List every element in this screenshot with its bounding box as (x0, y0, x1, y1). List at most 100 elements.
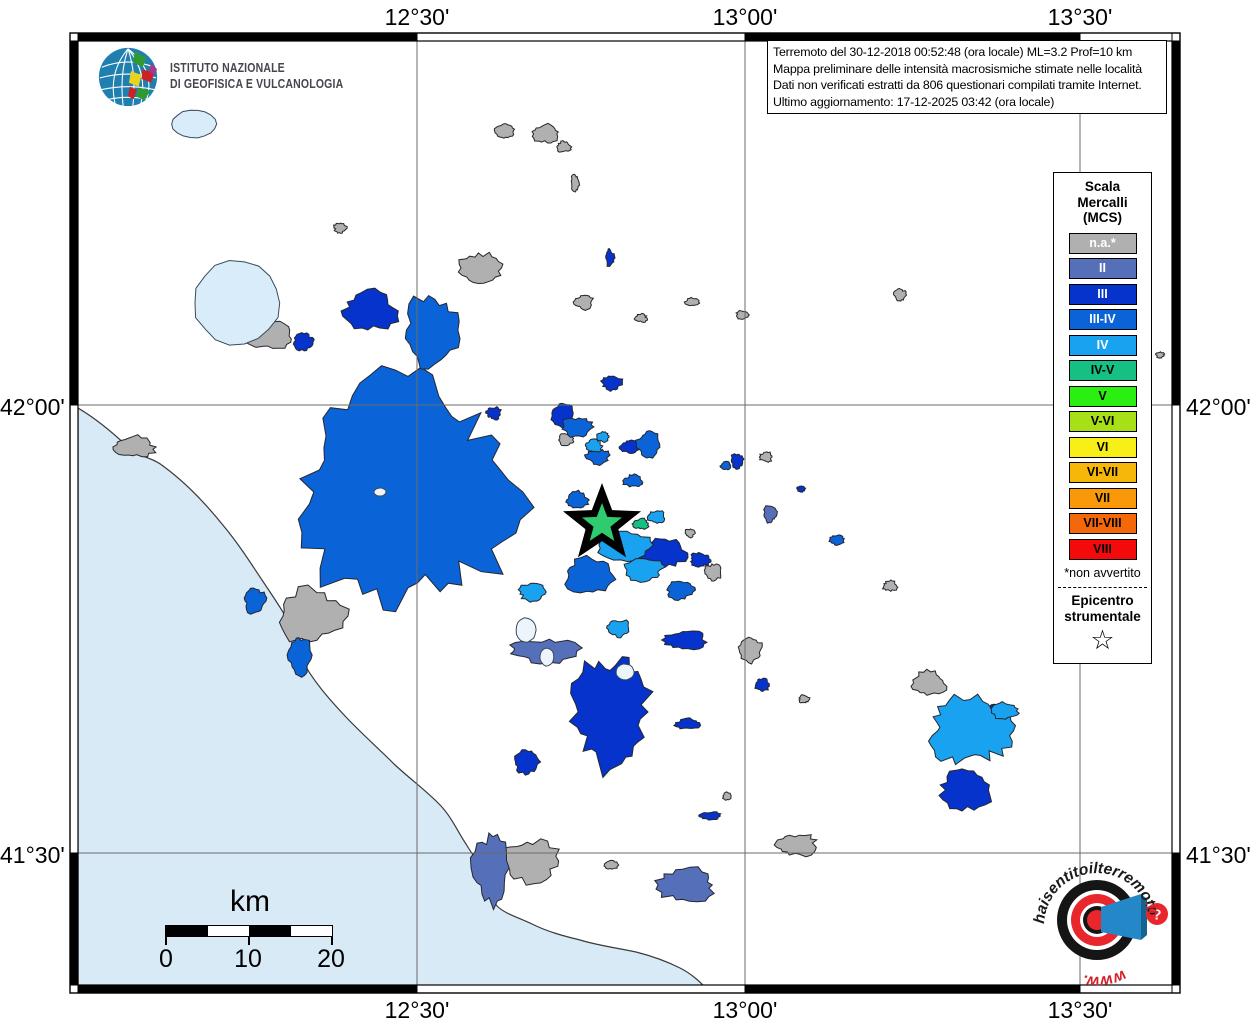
municipality-intensity-polygon (340, 287, 400, 331)
ingv-name-line2: DI GEOFISICA E VULCANOLOGIA (170, 77, 344, 91)
municipality-intensity-polygon (683, 296, 701, 307)
municipality-intensity-polygon (568, 656, 654, 779)
event-info-box: Terremoto del 30-12-2018 00:52:48 (ora l… (767, 40, 1167, 115)
municipality-intensity-polygon (404, 294, 461, 370)
axis-label-top-1330: 13°30' (1047, 4, 1113, 30)
legend-epicenter-line2: strumentale (1064, 608, 1141, 624)
scale-bar-unit: km (230, 885, 270, 918)
legend-divider (1058, 586, 1147, 588)
legend-title-line3: (MCS) (1083, 210, 1122, 225)
scale-bar-tick (165, 937, 167, 945)
municipality-intensity-polygon (457, 251, 504, 285)
legend-item-label: VI-VII (1086, 465, 1119, 480)
municipality-intensity-polygon (990, 701, 1020, 720)
axis-label-top-1300: 13°00' (712, 4, 778, 30)
legend-item: II (1068, 258, 1137, 279)
lake-polygon (373, 487, 387, 497)
scale-bar-segment (166, 926, 208, 936)
event-title: Terremoto del 30-12-2018 00:52:48 (ora l… (773, 45, 1133, 59)
legend-item: V-VI (1068, 411, 1137, 432)
municipality-intensity-polygon (622, 473, 644, 488)
municipality-intensity-polygon (773, 834, 819, 858)
municipality-intensity-polygon (828, 534, 846, 547)
scale-bar-tick-label: 0 (159, 945, 173, 973)
municipality-intensity-polygon (292, 332, 315, 352)
legend-item-label: V (1098, 388, 1107, 403)
axis-label-bottom-1300: 13°00' (712, 997, 778, 1023)
legend-item: VI-VII (1068, 462, 1137, 483)
municipality-intensity-polygon (570, 173, 581, 193)
legend-title-line2: Mercalli (1077, 194, 1128, 210)
legend-item: IV (1068, 334, 1137, 356)
axis-label-bottom-1230: 12°30' (384, 997, 450, 1023)
scale-bar-segment (207, 926, 249, 936)
legend-title-line1: Scala (1084, 179, 1121, 194)
svg-text:?: ? (1152, 907, 1161, 924)
municipality-intensity-polygon (1154, 351, 1166, 359)
svg-text:www.: www. (1081, 966, 1129, 990)
lake-polygon (539, 647, 555, 667)
axis-label-top-1230: 12°30' (384, 4, 450, 30)
municipality-intensity-polygon (469, 832, 510, 911)
axis-label-left-4130: 41°30' (0, 842, 65, 868)
lake-polygon (615, 663, 635, 681)
legend-item: VIII (1068, 538, 1137, 560)
municipality-intensity-polygon (763, 505, 778, 524)
legend-item: VII-VIII (1068, 513, 1137, 534)
legend-item-label: IV-V (1090, 363, 1115, 378)
legend-item-label: n.a.* (1089, 235, 1116, 250)
municipality-intensity-polygon (633, 312, 649, 324)
scale-bar-tick-label: 20 (317, 945, 345, 973)
haisentitoilterremoto-logo: ? haisentitoilterremoto .it www. (1022, 848, 1172, 990)
municipality-intensity-polygon (881, 579, 899, 592)
municipality-intensity-polygon (561, 417, 595, 438)
municipality-intensity-polygon (653, 866, 716, 903)
legend-item: III-IV (1068, 309, 1137, 330)
municipality-intensity-polygon (892, 287, 908, 302)
event-last-update: Ultimo aggiornamento: 17-12-2025 03:42 (… (773, 94, 1055, 109)
epicenter-star-icon (562, 483, 642, 558)
municipality-intensity-polygon (584, 438, 604, 453)
municipality-intensity-polygon (689, 551, 712, 568)
intensity-legend: Scala Mercalli (MCS) n.a.* II III III-IV… (1053, 172, 1152, 664)
axis-label-bottom-1330: 13°30' (1047, 997, 1113, 1023)
municipality-intensity-polygon (703, 563, 722, 582)
scale-bar-segments (165, 925, 333, 937)
municipality-intensity-polygon (796, 485, 807, 493)
axis-label-left-4200: 42°00' (0, 394, 65, 420)
legend-item: VI (1068, 436, 1137, 458)
legend-item-label: II (1099, 261, 1106, 276)
municipality-intensity-polygon (758, 451, 773, 463)
municipality-intensity-polygon (672, 717, 702, 730)
axis-label-right-4130: 41°30' (1186, 842, 1251, 868)
sea-area (78, 407, 704, 985)
scale-bar-segment (249, 926, 291, 936)
lake-polygon (194, 259, 281, 346)
legend-items: n.a.* II III III-IV IV IV-V V V-VI VI (1054, 232, 1151, 560)
legend-item-label: VI (1096, 439, 1109, 454)
municipality-intensity-polygon (697, 811, 722, 821)
ingv-globe-icon (98, 47, 158, 107)
legend-item-label: VIII (1093, 541, 1112, 556)
municipality-intensity-polygon (754, 677, 770, 692)
municipality-intensity-polygon (721, 791, 732, 801)
legend-item: n.a.* (1068, 232, 1137, 254)
scale-bar-tick (248, 937, 250, 945)
municipality-intensity-polygon (938, 768, 993, 812)
legend-item: VII (1068, 487, 1137, 509)
axis-label-right-4200: 42°00' (1186, 394, 1251, 420)
municipality-intensity-polygon (603, 859, 620, 870)
event-data-note: Dati non verificati estratti da 806 ques… (773, 78, 1142, 93)
municipality-intensity-polygon (517, 582, 547, 603)
scale-bar-tick (331, 937, 333, 945)
municipality-intensity-polygon (606, 619, 630, 639)
legend-epicenter-line1: Epicentro (1071, 592, 1134, 608)
municipality-intensity-polygon (514, 749, 542, 776)
municipality-intensity-polygon (666, 580, 697, 602)
lake-polygon (171, 109, 218, 139)
municipality-intensity-polygon (332, 222, 348, 234)
municipality-intensity-polygon (286, 637, 313, 678)
question-badge-icon: ? (1146, 903, 1168, 925)
municipality-intensity-polygon (737, 636, 763, 665)
